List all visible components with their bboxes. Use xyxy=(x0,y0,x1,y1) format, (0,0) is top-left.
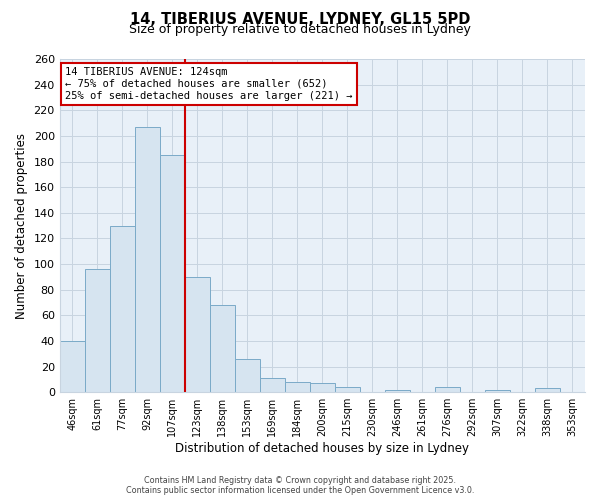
Bar xyxy=(335,387,360,392)
Bar xyxy=(110,226,135,392)
Bar xyxy=(260,378,285,392)
Text: 14 TIBERIUS AVENUE: 124sqm
← 75% of detached houses are smaller (652)
25% of sem: 14 TIBERIUS AVENUE: 124sqm ← 75% of deta… xyxy=(65,68,352,100)
Bar xyxy=(535,388,560,392)
Text: Size of property relative to detached houses in Lydney: Size of property relative to detached ho… xyxy=(129,22,471,36)
Bar xyxy=(59,341,85,392)
Bar xyxy=(435,387,460,392)
X-axis label: Distribution of detached houses by size in Lydney: Distribution of detached houses by size … xyxy=(175,442,469,455)
Y-axis label: Number of detached properties: Number of detached properties xyxy=(15,132,28,318)
Text: 14, TIBERIUS AVENUE, LYDNEY, GL15 5PD: 14, TIBERIUS AVENUE, LYDNEY, GL15 5PD xyxy=(130,12,470,28)
Bar xyxy=(310,383,335,392)
Bar xyxy=(160,155,185,392)
Bar xyxy=(85,269,110,392)
Text: Contains HM Land Registry data © Crown copyright and database right 2025.
Contai: Contains HM Land Registry data © Crown c… xyxy=(126,476,474,495)
Bar xyxy=(210,305,235,392)
Bar xyxy=(185,277,210,392)
Bar xyxy=(235,359,260,392)
Bar xyxy=(385,390,410,392)
Bar xyxy=(135,127,160,392)
Bar xyxy=(485,390,510,392)
Bar xyxy=(285,382,310,392)
